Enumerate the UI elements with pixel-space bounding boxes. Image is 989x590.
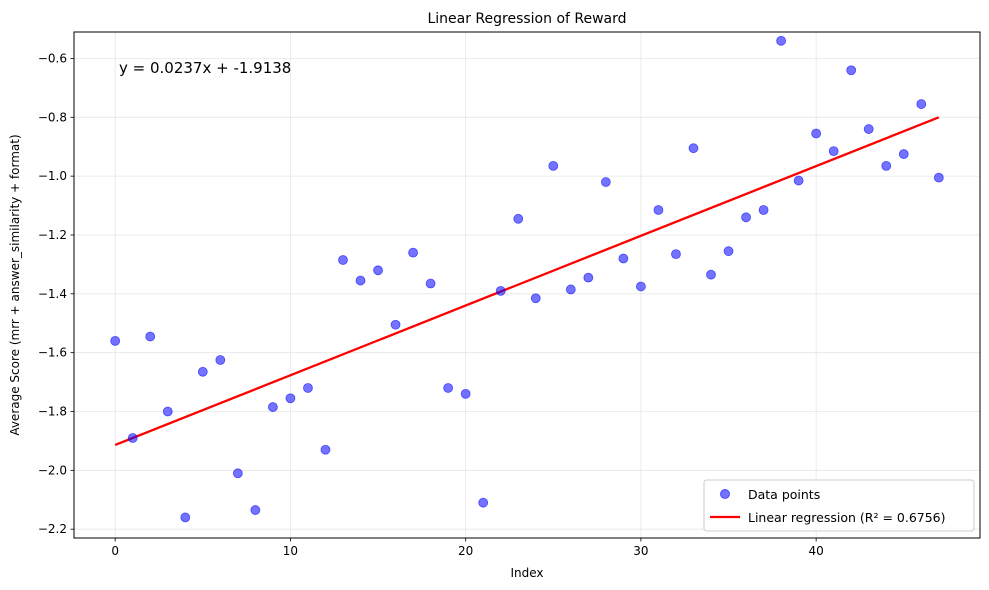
legend-label-data-points: Data points xyxy=(748,487,820,502)
plot-frame xyxy=(73,31,981,539)
data-point xyxy=(653,205,664,215)
x-axis-title: Index xyxy=(510,566,543,580)
data-points-layer xyxy=(110,35,944,523)
data-point xyxy=(338,255,348,265)
data-point xyxy=(600,177,611,187)
y-tick-label: −1.2 xyxy=(38,228,67,242)
y-tick-label: −0.8 xyxy=(38,110,67,124)
data-point xyxy=(811,128,822,139)
data-point xyxy=(583,272,594,283)
x-tick-label: 20 xyxy=(458,544,473,558)
data-point xyxy=(215,355,226,365)
data-point xyxy=(373,265,383,276)
data-point xyxy=(320,444,331,455)
y-tick-label: −0.6 xyxy=(38,51,67,65)
data-point xyxy=(758,205,769,215)
data-point xyxy=(688,143,699,154)
y-tick-label: −1.6 xyxy=(38,346,67,360)
data-point xyxy=(232,468,243,479)
data-point xyxy=(390,319,401,330)
data-point xyxy=(548,160,559,171)
x-tick-label: 40 xyxy=(809,544,824,558)
data-point xyxy=(285,393,296,404)
data-point xyxy=(530,293,541,304)
data-point xyxy=(846,65,857,76)
x-tick-label: 30 xyxy=(633,544,648,558)
data-point xyxy=(706,269,716,280)
data-point xyxy=(478,497,489,508)
legend-marker-data-points xyxy=(720,489,730,499)
data-point xyxy=(881,160,892,171)
data-point xyxy=(250,505,261,515)
data-point xyxy=(776,35,787,46)
y-tick-label: −2.2 xyxy=(38,522,67,536)
data-point xyxy=(110,335,121,346)
data-point xyxy=(127,433,138,443)
data-point xyxy=(828,146,839,157)
data-point xyxy=(443,383,454,393)
x-tick-label: 0 xyxy=(111,544,119,558)
data-point xyxy=(425,278,436,289)
regression-line-layer xyxy=(114,116,940,447)
data-point xyxy=(671,249,681,260)
data-point xyxy=(898,149,909,159)
data-point xyxy=(636,281,646,292)
chart-title: Linear Regression of Reward xyxy=(427,11,626,27)
data-point xyxy=(197,366,208,377)
data-point xyxy=(723,246,734,257)
data-point xyxy=(145,331,156,342)
regression-equation: y = 0.0237x + -1.9138 xyxy=(119,59,291,77)
legend-label-regression: Linear regression (R² = 0.6756) xyxy=(748,510,946,525)
data-point xyxy=(162,406,173,417)
data-point xyxy=(408,247,418,258)
y-axis-title: Average Score (mrr + answer_similarity +… xyxy=(8,134,22,435)
data-point xyxy=(460,388,471,399)
data-point xyxy=(863,124,874,134)
legend: Data points Linear regression (R² = 0.67… xyxy=(703,479,975,532)
y-tick-label: −1.4 xyxy=(38,287,67,301)
y-tick-label: −2.0 xyxy=(38,463,67,477)
legend-box xyxy=(703,479,975,532)
data-point xyxy=(916,99,927,109)
data-point xyxy=(793,175,804,186)
y-tick-label: −1.0 xyxy=(38,169,67,183)
y-tick-label: −1.8 xyxy=(38,405,67,419)
data-point xyxy=(513,213,524,224)
regression-line xyxy=(114,116,940,447)
data-point xyxy=(355,275,366,286)
data-point xyxy=(618,253,629,264)
x-tick-label: 10 xyxy=(283,544,298,558)
data-point xyxy=(303,383,313,393)
data-point xyxy=(933,172,944,183)
data-point xyxy=(565,284,576,295)
data-point xyxy=(180,512,191,523)
data-point xyxy=(267,402,278,412)
grid xyxy=(74,32,980,538)
data-point xyxy=(741,212,751,223)
data-point xyxy=(495,285,506,296)
axis-ticks: 0 10 20 30 40 −2.2 −2.0 −1.8 −1.6 −1.4 −1.2 −1.0 −0.… xyxy=(38,51,824,558)
